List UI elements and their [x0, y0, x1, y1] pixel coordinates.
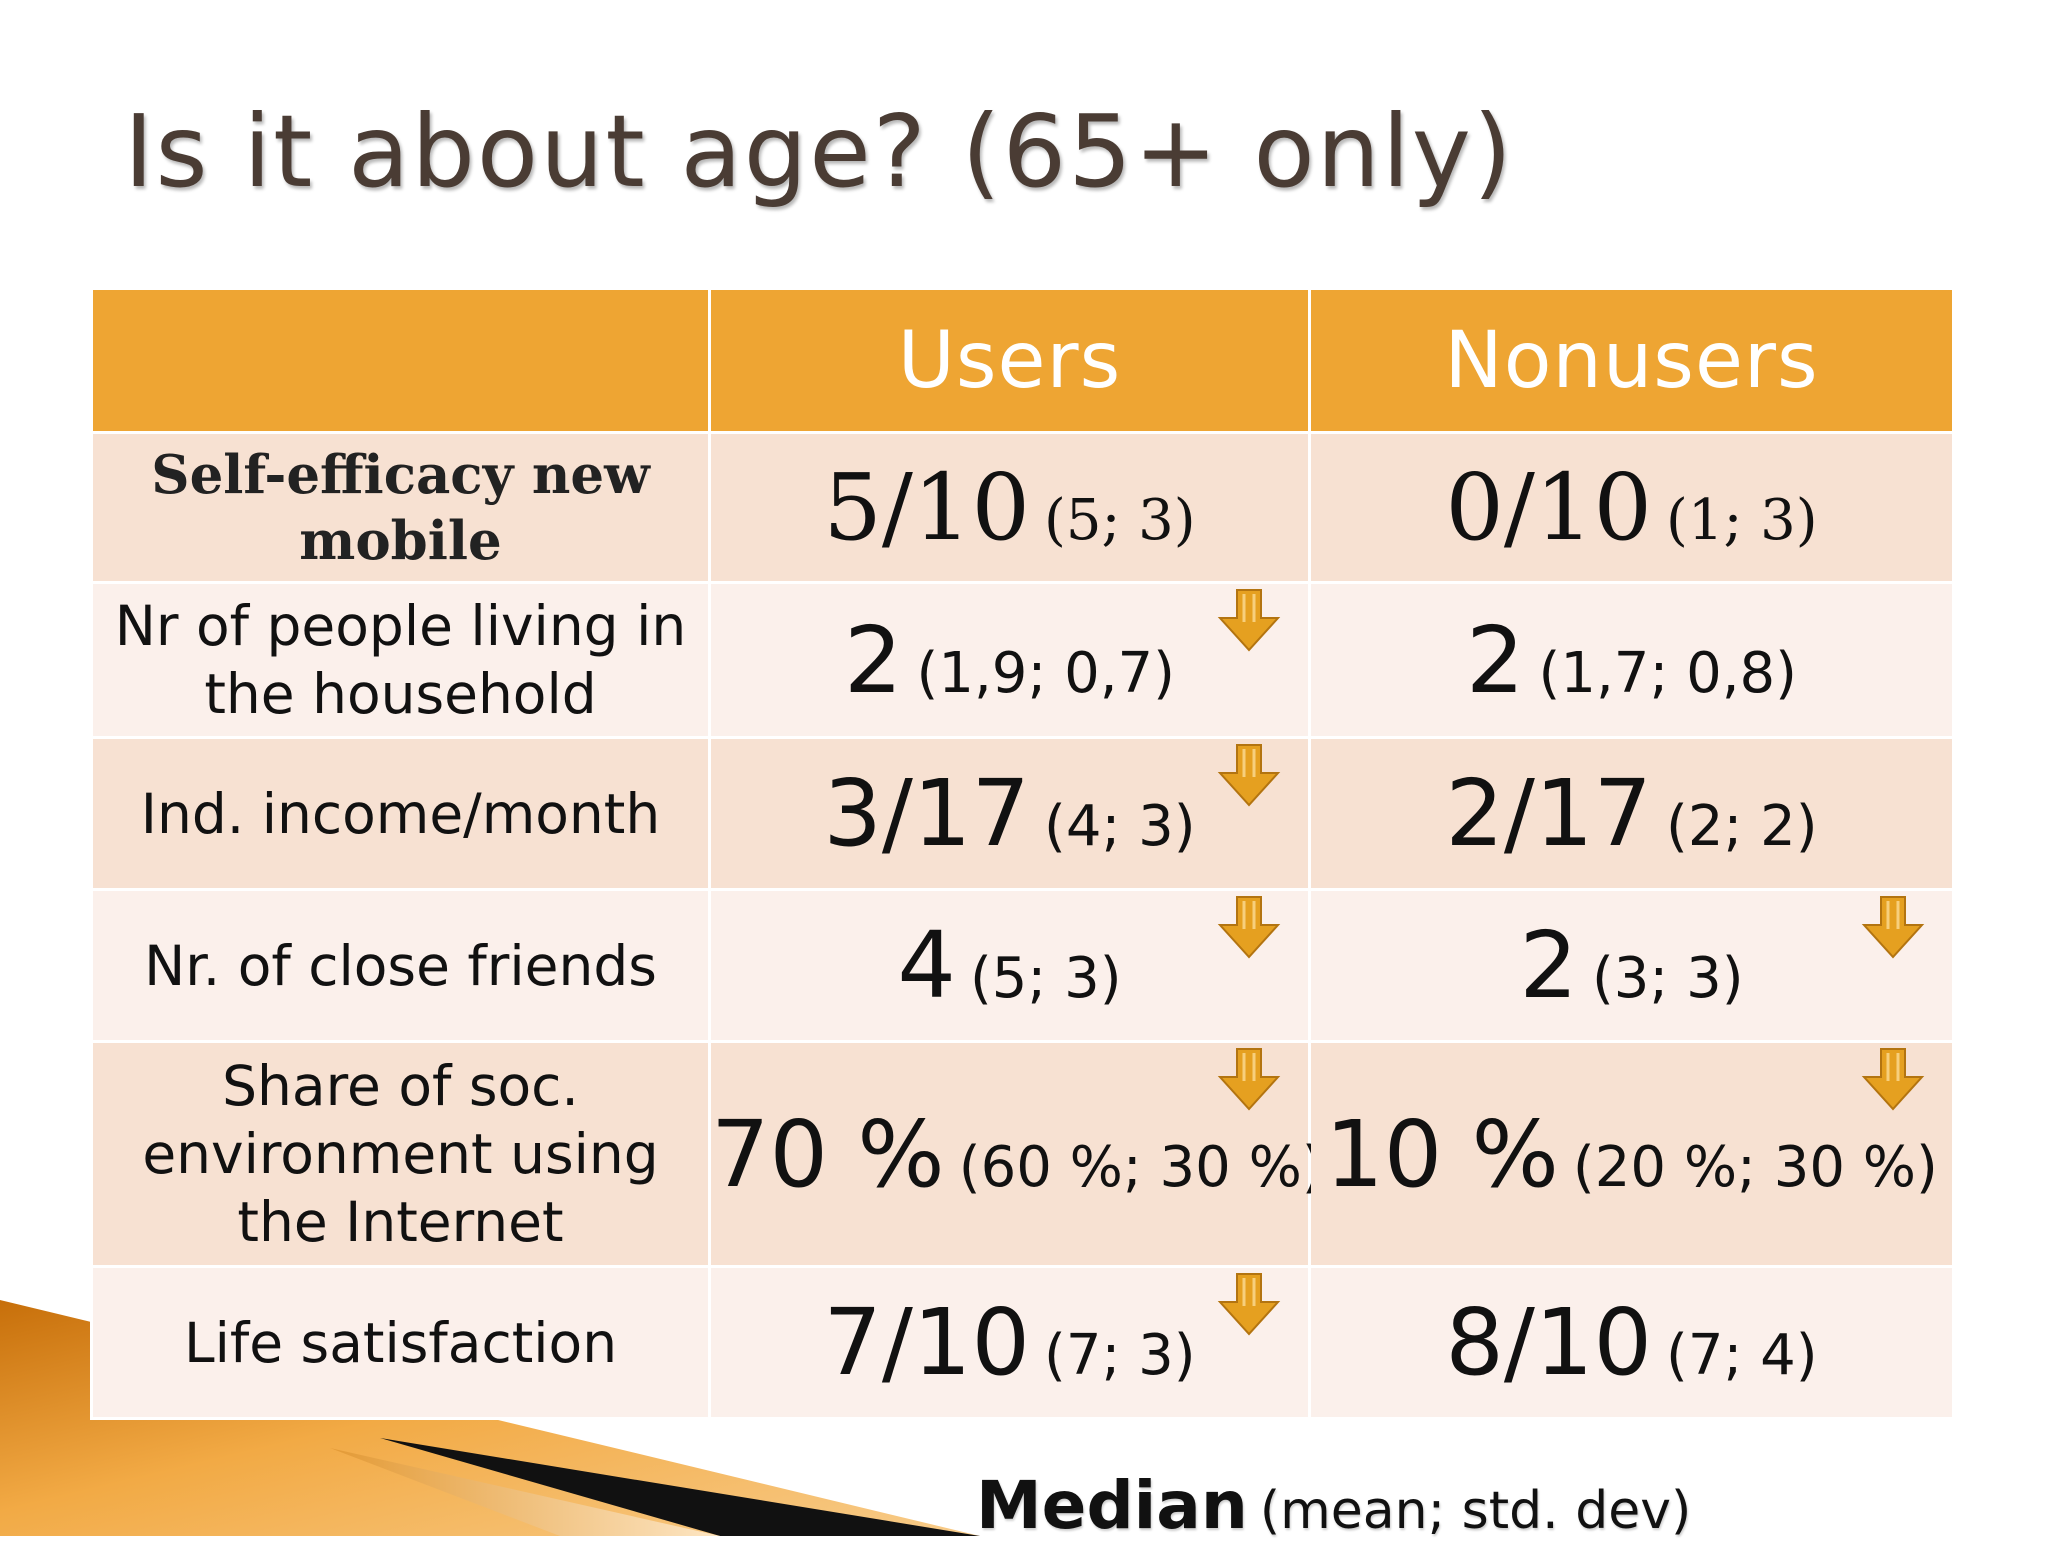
- mean-sd-value: (1; 3): [1665, 488, 1818, 553]
- median-value: 2: [1519, 912, 1578, 1019]
- header-empty-cell: [90, 287, 711, 434]
- mean-sd-value: (60 %; 30 %): [958, 1134, 1324, 1200]
- mean-sd-value: (4; 3): [1043, 794, 1196, 859]
- nonusers-value: 2 (1,7; 0,8): [1466, 607, 1797, 714]
- users-value: 3/17 (4; 3): [823, 760, 1195, 867]
- users-cell: 4 (5; 3): [708, 888, 1311, 1043]
- median-value: 0/10: [1445, 454, 1652, 561]
- median-value: 2/17: [1445, 760, 1652, 867]
- legend-median-label: Median: [976, 1467, 1248, 1544]
- mean-sd-value: (5; 3): [969, 946, 1122, 1011]
- header-users: Users: [708, 287, 1311, 434]
- table-row: Self-efficacy new mobile 5/10 (5; 3) 0/10…: [90, 431, 1955, 584]
- median-value: 70 %: [711, 1100, 945, 1208]
- header-row: Users Nonusers: [90, 287, 1955, 434]
- table-row: Share of soc. environment using the Inte…: [90, 1040, 1955, 1268]
- legend-median-note: Median (mean; std. dev): [976, 1467, 1691, 1544]
- legend-mean-sd-label: (mean; std. dev): [1259, 1481, 1692, 1541]
- users-cell: 7/10 (7; 3): [708, 1265, 1311, 1420]
- users-value: 5/10 (5; 3): [823, 454, 1195, 561]
- down-arrow-icon: [1216, 895, 1282, 961]
- mean-sd-value: (3; 3): [1591, 946, 1744, 1011]
- nonusers-value: 8/10 (7; 4): [1445, 1289, 1817, 1396]
- median-value: 3/17: [823, 760, 1030, 867]
- row-label: Nr of people living in the household: [90, 581, 711, 739]
- mean-sd-value: (7; 4): [1665, 1323, 1818, 1388]
- nonusers-cell: 10 % (20 %; 30 %): [1308, 1040, 1955, 1268]
- row-label: Self-efficacy new mobile: [90, 431, 711, 584]
- mean-sd-value: (7; 3): [1043, 1323, 1196, 1388]
- comparison-table: Users Nonusers Self-efficacy new mobile …: [90, 287, 1955, 1420]
- nonusers-value: 0/10 (1; 3): [1445, 454, 1817, 561]
- median-value: 8/10: [1445, 1289, 1652, 1396]
- nonusers-cell: 2 (3; 3): [1308, 888, 1955, 1043]
- slide-title: Is it about age? (65+ only): [124, 93, 1514, 210]
- table-row: Nr. of close friends 4 (5; 3) 2 (3; 3): [90, 888, 1955, 1043]
- down-arrow-icon: [1216, 1047, 1282, 1113]
- row-label: Ind. income/month: [90, 736, 711, 891]
- row-label: Nr. of close friends: [90, 888, 711, 1043]
- users-value: 70 % (60 %; 30 %): [711, 1101, 1324, 1208]
- mean-sd-value: (1,9; 0,7): [916, 640, 1176, 706]
- users-value: 7/10 (7; 3): [823, 1289, 1195, 1396]
- mean-sd-value: (5; 3): [1043, 488, 1196, 553]
- nonusers-value: 2/17 (2; 2): [1445, 760, 1817, 867]
- mean-sd-value: (1,7; 0,8): [1538, 640, 1798, 706]
- mean-sd-value: (20 %; 30 %): [1572, 1134, 1938, 1200]
- nonusers-value: 10 % (20 %; 30 %): [1325, 1101, 1938, 1208]
- down-arrow-icon: [1216, 588, 1282, 654]
- nonusers-cell: 2 (1,7; 0,8): [1308, 581, 1955, 739]
- table-row: Ind. income/month 3/17 (4; 3) 2/17 (2; 2): [90, 736, 1955, 891]
- nonusers-cell: 8/10 (7; 4): [1308, 1265, 1955, 1420]
- users-value: 2 (1,9; 0,7): [844, 607, 1175, 714]
- down-arrow-icon: [1860, 1047, 1926, 1113]
- down-arrow-icon: [1216, 1272, 1282, 1338]
- median-value: 5/10: [823, 454, 1030, 561]
- median-value: 10 %: [1325, 1100, 1559, 1208]
- nonusers-cell: 2/17 (2; 2): [1308, 736, 1955, 891]
- median-value: 2: [843, 606, 903, 714]
- nonusers-value: 2 (3; 3): [1519, 912, 1743, 1019]
- median-value: 4: [897, 912, 956, 1019]
- nonusers-cell: 0/10 (1; 3): [1308, 431, 1955, 584]
- users-cell: 5/10 (5; 3): [708, 431, 1311, 584]
- users-cell: 3/17 (4; 3): [708, 736, 1311, 891]
- row-label: Life satisfaction: [90, 1265, 711, 1420]
- median-value: 7/10: [823, 1289, 1030, 1396]
- users-cell: 2 (1,9; 0,7): [708, 581, 1311, 739]
- down-arrow-icon: [1860, 895, 1926, 961]
- table-row: Nr of people living in the household 2 (1…: [90, 581, 1955, 739]
- mean-sd-value: (2; 2): [1665, 794, 1818, 859]
- header-nonusers: Nonusers: [1308, 287, 1955, 434]
- users-value: 4 (5; 3): [897, 912, 1121, 1019]
- row-label: Share of soc. environment using the Inte…: [90, 1040, 711, 1268]
- users-cell: 70 % (60 %; 30 %): [708, 1040, 1324, 1268]
- down-arrow-icon: [1216, 743, 1282, 809]
- median-value: 2: [1465, 606, 1525, 714]
- table-row: Life satisfaction 7/10 (7; 3) 8/10 (7; 4): [90, 1265, 1955, 1420]
